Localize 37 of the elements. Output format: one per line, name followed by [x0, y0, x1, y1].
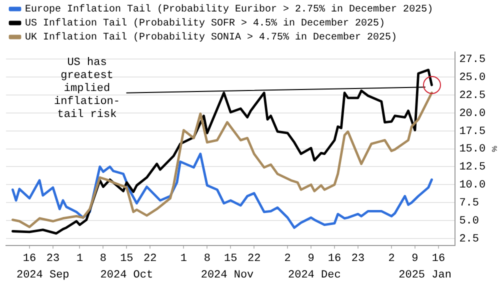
x-tick-label: 1 — [180, 253, 188, 266]
x-tick-label: 15 — [224, 253, 238, 266]
x-tick-label: 9 — [308, 253, 314, 266]
x-tick-label: 23 — [351, 253, 365, 266]
legend-label: US Inflation Tail (Probability SOFR > 4.5% in December 2025) — [25, 18, 386, 30]
y-tick-label: 25.0 — [459, 72, 486, 84]
x-tick-label: 2 — [388, 253, 395, 266]
legend-label: Europe Inflation Tail (Probability Euribor > 2.75% in December 2025) — [25, 4, 434, 16]
x-tick-label: 16 — [328, 253, 342, 266]
x2-tick-label: 2024 Dec — [288, 269, 341, 281]
x-tick-label: 22 — [144, 253, 157, 266]
y-tick-label: 15.0 — [459, 144, 486, 156]
y-tick-label: 17.5 — [459, 126, 486, 138]
y-tick-label: 22.5 — [459, 90, 486, 102]
x-tick-label: 16 — [432, 253, 446, 266]
legend-label: UK Inflation Tail (Probability SONIA > 4.75% in December 2025) — [25, 32, 398, 44]
y-tick-label: 20.0 — [459, 108, 486, 120]
x-tick-label: 22 — [247, 253, 261, 266]
y-tick-label: 5.0 — [459, 215, 480, 228]
x-tick-label: 9 — [412, 253, 418, 266]
y-tick-label: 2.5 — [459, 233, 480, 246]
x2-tick-label: 2025 Jan — [398, 269, 452, 281]
x-tick-label: 23 — [46, 253, 60, 266]
x-tick-label: 15 — [120, 253, 134, 266]
x-tick-label: 1 — [76, 253, 84, 266]
y-tick-label: 12.5 — [459, 162, 486, 174]
x2-tick-label: 2024 Nov — [200, 269, 254, 281]
y-tick-label: 7.5 — [459, 197, 480, 210]
x-tick-label: 16 — [22, 253, 36, 266]
y-tick-label: 10.0 — [459, 180, 486, 192]
x-tick-label: 8 — [100, 253, 107, 266]
x-tick-label: 2 — [284, 253, 291, 266]
x2-tick-label: 2024 Sep — [16, 269, 70, 281]
x-tick-label: 8 — [204, 253, 210, 266]
x2-tick-label: 2024 Oct — [100, 269, 154, 281]
annotation: US has greatest implied inflation-tail risk — [52, 57, 121, 122]
y-tick-label: 27.5 — [459, 54, 486, 66]
